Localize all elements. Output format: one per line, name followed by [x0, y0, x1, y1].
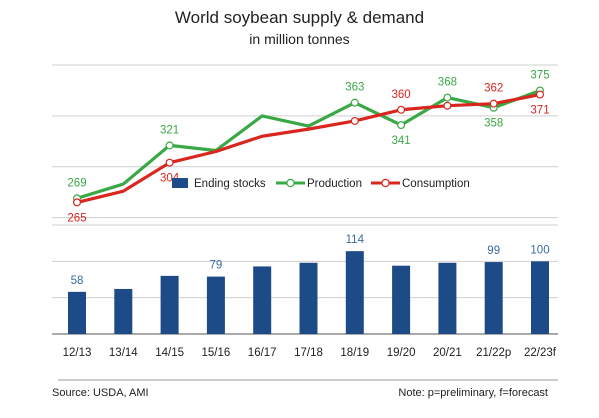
ending-stocks-bar [299, 262, 318, 334]
consumption-line [75, 92, 542, 204]
production-marker [165, 141, 174, 150]
ending-stocks-bar [438, 262, 457, 334]
legend-consumption-marker [381, 178, 390, 188]
consumption-marker [350, 116, 359, 125]
legend: Ending stocks Production Consumption [172, 178, 470, 190]
production-marker [397, 121, 406, 130]
x-tick-label: 12/13 [63, 347, 92, 359]
consumption-value-label: 265 [67, 212, 86, 224]
note-text: Note: p=preliminary, f=forecast [398, 387, 548, 399]
consumption-marker [72, 198, 81, 207]
production-value-label: 269 [67, 177, 86, 189]
x-tick-label: 17/18 [294, 347, 323, 359]
ending-stocks-bar [392, 265, 411, 334]
consumption-value-label: 360 [392, 89, 411, 101]
production-value-label: 341 [392, 135, 411, 147]
ending-stocks-bar [253, 266, 272, 334]
consumption-value-label: 371 [530, 105, 549, 117]
source-text: Source: USDA, AMI [52, 387, 149, 399]
legend-production-label: Production [307, 178, 362, 190]
ending-stocks-label: 114 [346, 234, 365, 246]
ending-stocks-label: 58 [71, 275, 84, 287]
legend-consumption-label: Consumption [402, 178, 470, 190]
ending-stocks-bar [206, 276, 225, 334]
ending-stocks-bar [345, 251, 364, 334]
ending-stocks-bar [531, 261, 549, 334]
chart-title: World soybean supply & demand [175, 8, 424, 27]
x-tick-label: 13/14 [109, 347, 138, 359]
bars-group [68, 251, 549, 334]
ending-stocks-bar [484, 262, 503, 334]
x-tick-label: 16/17 [248, 347, 277, 359]
top-grid [52, 64, 558, 219]
ending-stocks-bar [160, 275, 179, 334]
consumption-marker [489, 99, 498, 108]
production-value-label: 358 [484, 118, 503, 130]
ending-stocks-label: 99 [487, 245, 500, 257]
production-marker [350, 98, 359, 107]
production-value-label: 368 [438, 77, 457, 89]
consumption-marker [443, 101, 452, 110]
consumption-marker [165, 158, 174, 167]
legend-production-marker [286, 178, 295, 188]
bar-labels-group: 58 79 114 99 100 [71, 234, 550, 287]
x-tick-label: 20/21 [433, 347, 462, 359]
ending-stocks-bar [114, 288, 133, 334]
x-tick-label: 14/15 [155, 347, 184, 359]
ending-stocks-label: 79 [210, 260, 223, 272]
production-value-label: 321 [160, 124, 179, 136]
production-value-label: 375 [530, 69, 549, 81]
x-axis-ticks: 12/13 13/14 14/15 15/16 16/17 17/18 18/19 19/20… [63, 347, 557, 359]
chart-subtitle: in million tonnes [249, 31, 349, 47]
consumption-value-label: 362 [484, 83, 503, 95]
consumption-marker [397, 105, 406, 114]
x-tick-label: 15/16 [202, 347, 231, 359]
x-tick-label: 18/19 [340, 347, 369, 359]
production-line [75, 88, 542, 200]
consumption-marker [535, 90, 544, 99]
production-marker [443, 93, 452, 102]
lines-group [72, 86, 544, 207]
x-tick-label: 22/23f [524, 347, 557, 359]
legend-ending-stocks-label: Ending stocks [194, 178, 266, 190]
production-value-label: 363 [345, 82, 364, 94]
ending-stocks-bar [68, 291, 86, 334]
ending-stocks-label: 100 [530, 244, 549, 256]
legend-ending-stocks-swatch [172, 178, 188, 188]
x-tick-label: 19/20 [387, 347, 416, 359]
x-tick-label: 21/22p [476, 347, 511, 359]
